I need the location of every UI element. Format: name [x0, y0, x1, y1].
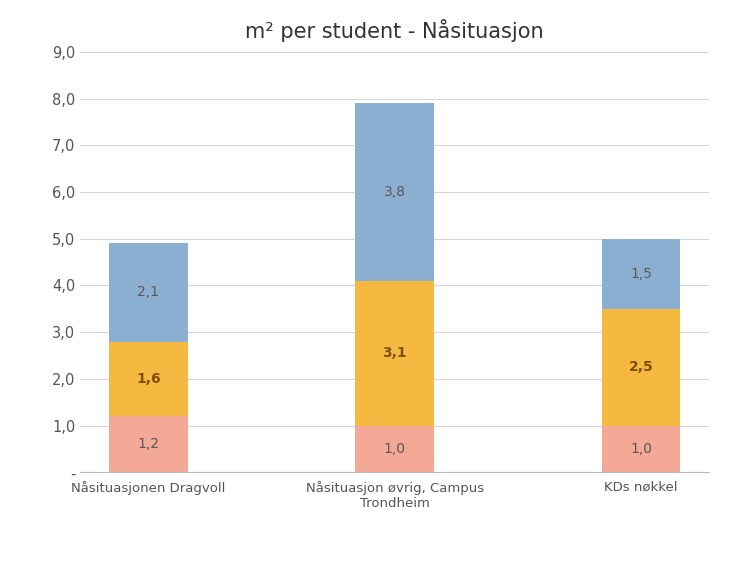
Bar: [602, 426, 681, 472]
Text: 1,5: 1,5: [630, 267, 652, 281]
Bar: [355, 281, 434, 426]
Text: 3,1: 3,1: [382, 346, 407, 360]
Bar: [109, 244, 188, 342]
Title: m² per student - Nåsituasjon: m² per student - Nåsituasjon: [246, 19, 544, 42]
Text: 1,0: 1,0: [384, 442, 406, 456]
Bar: [109, 416, 188, 472]
Bar: [109, 342, 188, 416]
Text: 1,0: 1,0: [630, 442, 652, 456]
Bar: [355, 103, 434, 281]
Text: 2,1: 2,1: [137, 286, 159, 300]
Bar: [602, 238, 681, 309]
Text: 3,8: 3,8: [384, 185, 406, 199]
Bar: [602, 309, 681, 426]
Legend: Knutepunkt, Læringsarenaer, Arbeidsplasser: Knutepunkt, Læringsarenaer, Arbeidsplass…: [189, 572, 600, 576]
Text: 1,6: 1,6: [136, 372, 161, 386]
Text: 2,5: 2,5: [629, 360, 654, 374]
Bar: [355, 426, 434, 472]
Text: 1,2: 1,2: [137, 437, 159, 451]
